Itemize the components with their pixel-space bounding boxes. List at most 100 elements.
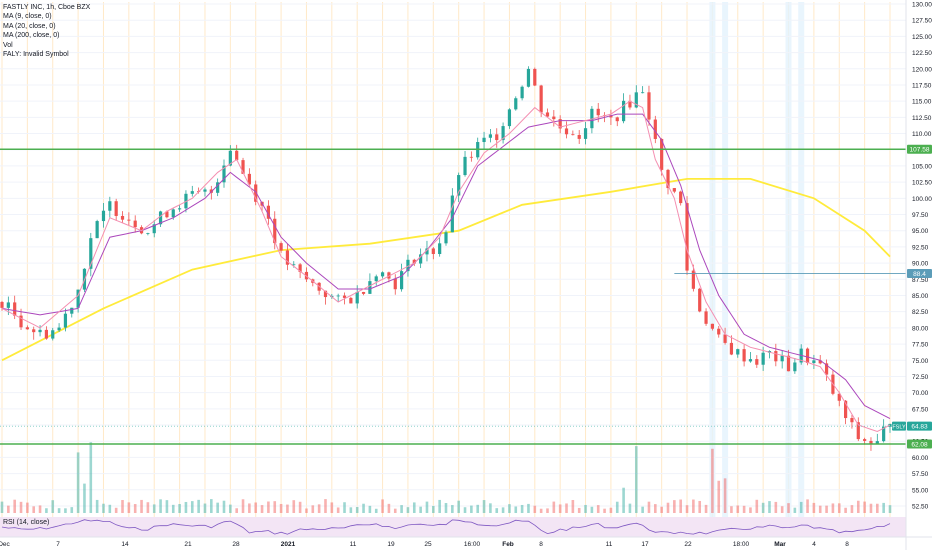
- rsi-label[interactable]: RSI (14, close): [3, 519, 50, 526]
- candle-body: [729, 342, 734, 355]
- candle-body: [101, 210, 106, 222]
- time-tick-label: 4: [812, 541, 816, 548]
- candle-body: [51, 330, 55, 339]
- time-tick-label: 8: [539, 541, 543, 548]
- volume-bar: [476, 504, 480, 513]
- price-tick-label: 60.00: [912, 455, 929, 462]
- candle-body: [216, 182, 220, 193]
- candle: [736, 348, 740, 358]
- candle: [222, 159, 226, 188]
- legend-ma20[interactable]: MA (20, close, 0): [3, 22, 56, 30]
- candle-body: [723, 334, 727, 343]
- ma9-line: [1, 100, 891, 433]
- candle-body: [266, 205, 270, 219]
- candle: [488, 129, 492, 143]
- candle: [89, 232, 93, 277]
- volume-bar: [305, 508, 308, 513]
- candle-body: [672, 188, 676, 192]
- price-tick-label: 100.00: [912, 196, 932, 203]
- volume-bar: [495, 508, 499, 513]
- candle-body: [583, 128, 588, 139]
- volume-bar: [393, 508, 397, 513]
- candle-body: [114, 201, 118, 216]
- volume-bar: [38, 505, 42, 513]
- candle: [514, 96, 518, 111]
- candle-body: [812, 360, 816, 364]
- price-tick-label: 55.00: [912, 487, 929, 494]
- session-band: [798, 2, 805, 517]
- candle: [457, 172, 461, 202]
- candle-body: [875, 441, 879, 444]
- time-tick-label: 22: [684, 541, 692, 548]
- legend-symbol: FASTLY INC, 1h, Cboe BZX: [3, 4, 91, 11]
- volume-bar: [210, 499, 213, 513]
- candle-body: [76, 289, 80, 308]
- time-tick-label: 8: [845, 541, 849, 548]
- legend-ma9[interactable]: MA (9, close, 0): [3, 13, 52, 21]
- candle: [178, 205, 182, 212]
- candle: [685, 196, 689, 275]
- time-tick-label: 11: [350, 541, 357, 548]
- volume-bar: [584, 504, 587, 513]
- volume-bar: [165, 500, 169, 513]
- candle: [387, 271, 391, 283]
- candle-body: [393, 278, 397, 290]
- volume-bar: [336, 507, 340, 513]
- candle-body: [285, 250, 290, 265]
- volume-bar: [533, 505, 537, 513]
- candle-body: [342, 295, 347, 298]
- last-price-badge: 64.83: [911, 424, 928, 431]
- legend-ma200[interactable]: MA (200, close, 0): [3, 32, 60, 40]
- candle: [501, 122, 505, 144]
- price-tick-label: 130.00: [912, 2, 932, 9]
- candle: [507, 108, 512, 129]
- candle-body: [298, 264, 302, 272]
- candle-body: [514, 98, 518, 110]
- volume-bar: [381, 499, 384, 513]
- price-tick-label: 105.00: [912, 163, 932, 170]
- candle-body: [495, 134, 499, 141]
- volume-bar: [856, 500, 860, 513]
- volume-bar: [260, 505, 264, 513]
- legend-vol[interactable]: Vol: [3, 41, 13, 49]
- volume-bar: [45, 508, 48, 513]
- candle-body: [685, 203, 689, 271]
- volume-bar: [501, 507, 505, 513]
- candle: [564, 121, 569, 139]
- session-band: [722, 2, 729, 517]
- candle: [216, 178, 220, 197]
- volume-bar: [216, 502, 219, 513]
- price-tick-label: 87.50: [912, 277, 929, 284]
- candle-body: [412, 259, 416, 264]
- candle-body: [564, 128, 569, 135]
- price-tick-label: 82.50: [912, 309, 929, 316]
- candle: [463, 150, 467, 177]
- symbol-badge-bg: [892, 421, 906, 431]
- volume-bar: [432, 505, 435, 513]
- candle-body: [57, 327, 61, 331]
- candle: [63, 308, 68, 332]
- legend-invalid-symbol[interactable]: FALY: Invalid Symbol: [3, 51, 69, 59]
- candle-body: [178, 208, 182, 210]
- price-tick-label: 110.00: [912, 131, 932, 138]
- price-tick-label: 95.00: [912, 228, 929, 235]
- price-tick-label: 57.50: [912, 471, 929, 478]
- price-tick-label: 85.00: [912, 293, 929, 300]
- volume-bar: [463, 507, 467, 513]
- volume-bar: [571, 499, 575, 513]
- volume-bar: [64, 508, 67, 513]
- candle: [127, 212, 131, 226]
- volume-bar: [723, 478, 727, 513]
- candle-body: [349, 297, 353, 304]
- candle-body: [539, 85, 543, 113]
- candle: [533, 67, 537, 87]
- candle-body: [679, 191, 683, 204]
- candle: [577, 130, 581, 144]
- candle-body: [273, 218, 277, 244]
- candle-body: [368, 281, 372, 294]
- volume-bar: [83, 483, 86, 513]
- candle-body: [25, 327, 29, 330]
- volume-bar: [673, 500, 676, 513]
